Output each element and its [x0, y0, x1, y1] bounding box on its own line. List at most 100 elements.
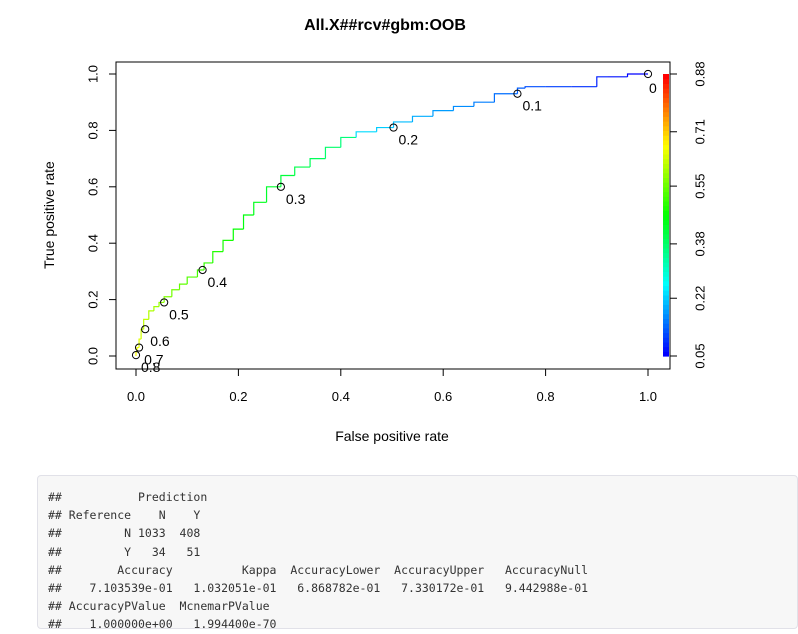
- roc-segment: [222, 239, 234, 252]
- colorbar-swatch: [663, 341, 669, 348]
- colorbar-tick-label: 0.71: [692, 119, 707, 144]
- colorbar-tick-label: 0.22: [692, 286, 707, 311]
- y-tick-label: 0.4: [85, 234, 100, 252]
- cutoff-marker: [389, 123, 398, 132]
- plot-frame: [115, 61, 671, 370]
- roc-segment: [596, 76, 608, 87]
- y-tick-label: 0.2: [85, 291, 100, 309]
- roc-segment: [178, 283, 188, 290]
- y-tick-label: 1.0: [85, 65, 100, 83]
- cutoff-marker: [131, 351, 141, 360]
- colorbar-swatch: [663, 252, 669, 258]
- colorbar-swatch: [663, 196, 669, 202]
- roc-segment: [309, 158, 326, 168]
- colorbar-swatch: [663, 290, 669, 296]
- roc-segment: [340, 136, 357, 148]
- roc-segment: [253, 201, 267, 215]
- roc-segment: [158, 301, 165, 307]
- x-tick-label: 0.6: [434, 389, 452, 404]
- colorbar-swatch: [663, 337, 669, 343]
- roc-segment: [232, 228, 244, 241]
- roc-segment: [203, 262, 213, 270]
- roc-plot: All.X##rcv#gbm:OOB 0.0 0.2 0.4 0.6 0.8 1.0 0.0…: [41, 17, 707, 444]
- cutoff-label: 0.4: [208, 274, 228, 290]
- colorbar-swatch: [663, 88, 669, 94]
- colorbar-swatch: [663, 191, 669, 197]
- cutoff-marker: [160, 298, 169, 307]
- colorbar-swatch: [663, 304, 669, 310]
- roc-segment: [473, 101, 495, 107]
- colorbar-swatch: [663, 153, 669, 160]
- colorbar-swatch: [663, 144, 669, 150]
- roc-segment: [265, 186, 281, 203]
- colorbar-swatch: [663, 257, 669, 263]
- colorbar-swatch: [663, 116, 669, 122]
- colorbar-swatch: [663, 243, 669, 249]
- colorbar-swatch: [663, 323, 669, 329]
- roc-curve: [135, 73, 648, 356]
- colorbar-swatch: [663, 135, 669, 141]
- colorbar-swatch: [663, 219, 669, 225]
- x-tick-label: 0.0: [127, 389, 145, 404]
- roc-segment: [196, 269, 205, 278]
- roc-segment: [626, 73, 648, 77]
- roc-segment: [452, 105, 474, 111]
- roc-segment: [516, 87, 526, 94]
- roc-segment: [411, 115, 433, 122]
- colorbar-swatch: [663, 229, 669, 235]
- colorbar-swatch: [663, 121, 669, 127]
- colorbar-swatch: [663, 200, 669, 207]
- cutoff-label: 0.5: [169, 306, 189, 322]
- colorbar-swatch: [663, 97, 669, 103]
- colorbar-swatch: [663, 247, 669, 254]
- x-tick-label: 1.0: [639, 389, 657, 404]
- roc-segment: [212, 251, 224, 263]
- cutoff-marker: [276, 182, 285, 191]
- colorbar-swatch: [663, 74, 669, 80]
- x-tick-label: 0.4: [332, 389, 350, 404]
- colorbar-swatch: [663, 327, 669, 334]
- colorbar-swatch: [663, 78, 669, 84]
- roc-segment: [392, 121, 413, 128]
- colorbar-swatch: [663, 102, 669, 108]
- colorbar-swatch: [663, 332, 669, 338]
- colorbar-tick-label: 0.88: [692, 61, 707, 86]
- colorbar-swatch: [663, 299, 669, 305]
- colorbar-swatch: [663, 215, 669, 221]
- chart-title: All.X##rcv#gbm:OOB: [304, 17, 466, 34]
- colorbar-tick-label: 0.55: [692, 173, 707, 198]
- colorbar-swatch: [663, 238, 669, 244]
- colorbar-swatch: [663, 139, 669, 146]
- cutoff-marker: [141, 325, 150, 334]
- roc-segment: [171, 289, 180, 297]
- roc-segment: [163, 296, 172, 303]
- x-tick-label: 0.2: [229, 389, 247, 404]
- console-text: ## Prediction ## Reference N Y ## N 1033…: [48, 490, 589, 632]
- colorbar-swatch: [663, 271, 669, 277]
- colorbar-swatch: [663, 233, 669, 240]
- colorbar-swatch: [663, 111, 669, 117]
- colorbar-tick-label: 0.05: [692, 343, 707, 368]
- y-tick-label: 0.8: [85, 121, 100, 139]
- colorbar-swatch: [663, 205, 669, 211]
- roc-segment: [153, 306, 160, 311]
- colorbar-swatch: [663, 280, 669, 287]
- colorbar-swatch: [663, 158, 669, 164]
- roc-segment: [376, 126, 394, 132]
- roc-segment: [138, 338, 142, 348]
- axes: 0.0 0.2 0.4 0.6 0.8 1.0 0.0 0.2 0.4 0.6 0.8 1.0: [85, 65, 657, 404]
- cutoff-marker: [513, 89, 522, 98]
- colorbar-swatch: [663, 92, 669, 99]
- colorbar-swatch: [663, 313, 669, 319]
- x-axis-label: False positive rate: [335, 428, 449, 444]
- colorbar-swatch: [663, 276, 669, 282]
- roc-segment: [148, 310, 154, 320]
- cutoff-marker: [643, 69, 653, 79]
- roc-segment: [135, 351, 138, 356]
- colorbar-swatch: [663, 318, 669, 324]
- colorbar-swatch: [663, 168, 669, 174]
- y-tick-label: 0.0: [85, 347, 100, 365]
- colorbar-swatch: [663, 83, 669, 89]
- colorbar-swatch: [663, 172, 669, 178]
- roc-segment: [294, 166, 311, 176]
